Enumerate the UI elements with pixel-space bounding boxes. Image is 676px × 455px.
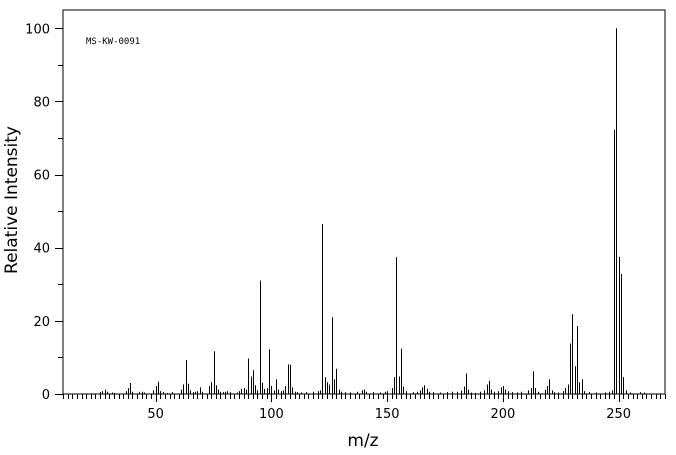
x-axis-ticks: 50 100 150 200 250: [63, 394, 666, 422]
x-axis-title: m/z: [347, 431, 378, 451]
y-tick-label: 20: [33, 315, 50, 330]
y-tick-label: 80: [33, 95, 50, 110]
y-tick-label: 100: [25, 22, 50, 37]
x-tick-label: 200: [491, 407, 516, 422]
y-tick-label: 60: [33, 169, 50, 184]
y-tick-label: 40: [33, 242, 50, 257]
peak-bars: [100, 28, 645, 394]
plot-frame: [62, 9, 666, 395]
spectrum-id-annotation: MS-KW-0091: [86, 37, 140, 47]
y-axis-ticks: 0 20 40 60 80 100: [25, 22, 63, 403]
x-tick-label: 250: [606, 407, 631, 422]
y-tick-label: 0: [42, 388, 50, 403]
x-tick-label: 150: [375, 407, 400, 422]
y-axis-title: Relative Intensity: [2, 126, 22, 274]
x-tick-label: 100: [259, 407, 284, 422]
plot-border: [62, 9, 666, 395]
x-tick-label: 50: [147, 407, 164, 422]
